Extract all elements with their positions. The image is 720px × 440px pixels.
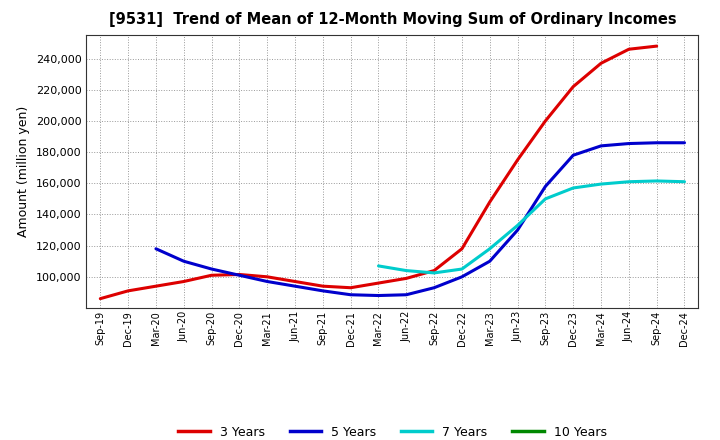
Legend: 3 Years, 5 Years, 7 Years, 10 Years: 3 Years, 5 Years, 7 Years, 10 Years [174, 421, 611, 440]
Title: [9531]  Trend of Mean of 12-Month Moving Sum of Ordinary Incomes: [9531] Trend of Mean of 12-Month Moving … [109, 12, 676, 27]
Y-axis label: Amount (million yen): Amount (million yen) [17, 106, 30, 237]
